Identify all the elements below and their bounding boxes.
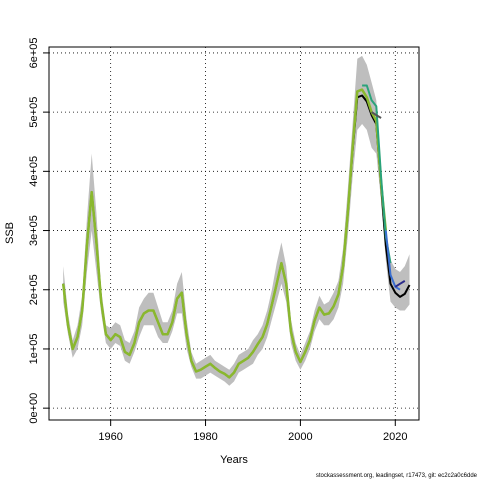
y-axis-title: SSB: [4, 222, 16, 244]
x-axis: 1960 1980 2000 2020: [98, 420, 408, 443]
y-tick-label: 1e+05: [28, 333, 40, 364]
y-tick-label: 4e+05: [28, 156, 40, 187]
x-axis-title: Years: [220, 454, 248, 466]
x-tick-label: 2000: [288, 431, 312, 443]
series-line-1: [61, 88, 388, 379]
plot-frame: [48, 46, 420, 421]
confidence-band: [63, 55, 410, 386]
confidence-band-layer: [63, 55, 410, 386]
series-lines-layer: [61, 84, 411, 379]
x-tick-label: 1980: [193, 431, 217, 443]
series-line-5: [371, 111, 382, 119]
y-tick-label: 6e+05: [28, 37, 40, 68]
x-tick-label: 1960: [98, 431, 122, 443]
series-line-4: [394, 280, 406, 288]
x-tick-label: 2020: [383, 431, 407, 443]
y-tick-label: 5e+05: [28, 97, 40, 128]
y-tick-label: 2e+05: [28, 274, 40, 305]
y-axis: 0e+00 1e+05 2e+05 3e+05 4e+05 5e+05 6e+05: [28, 37, 49, 424]
credit-text: stockassessment.org, leadingset, r17473,…: [316, 473, 478, 479]
y-tick-label: 3e+05: [28, 215, 40, 246]
series-line-3: [384, 230, 401, 291]
y-tick-label: 0e+00: [28, 393, 40, 424]
